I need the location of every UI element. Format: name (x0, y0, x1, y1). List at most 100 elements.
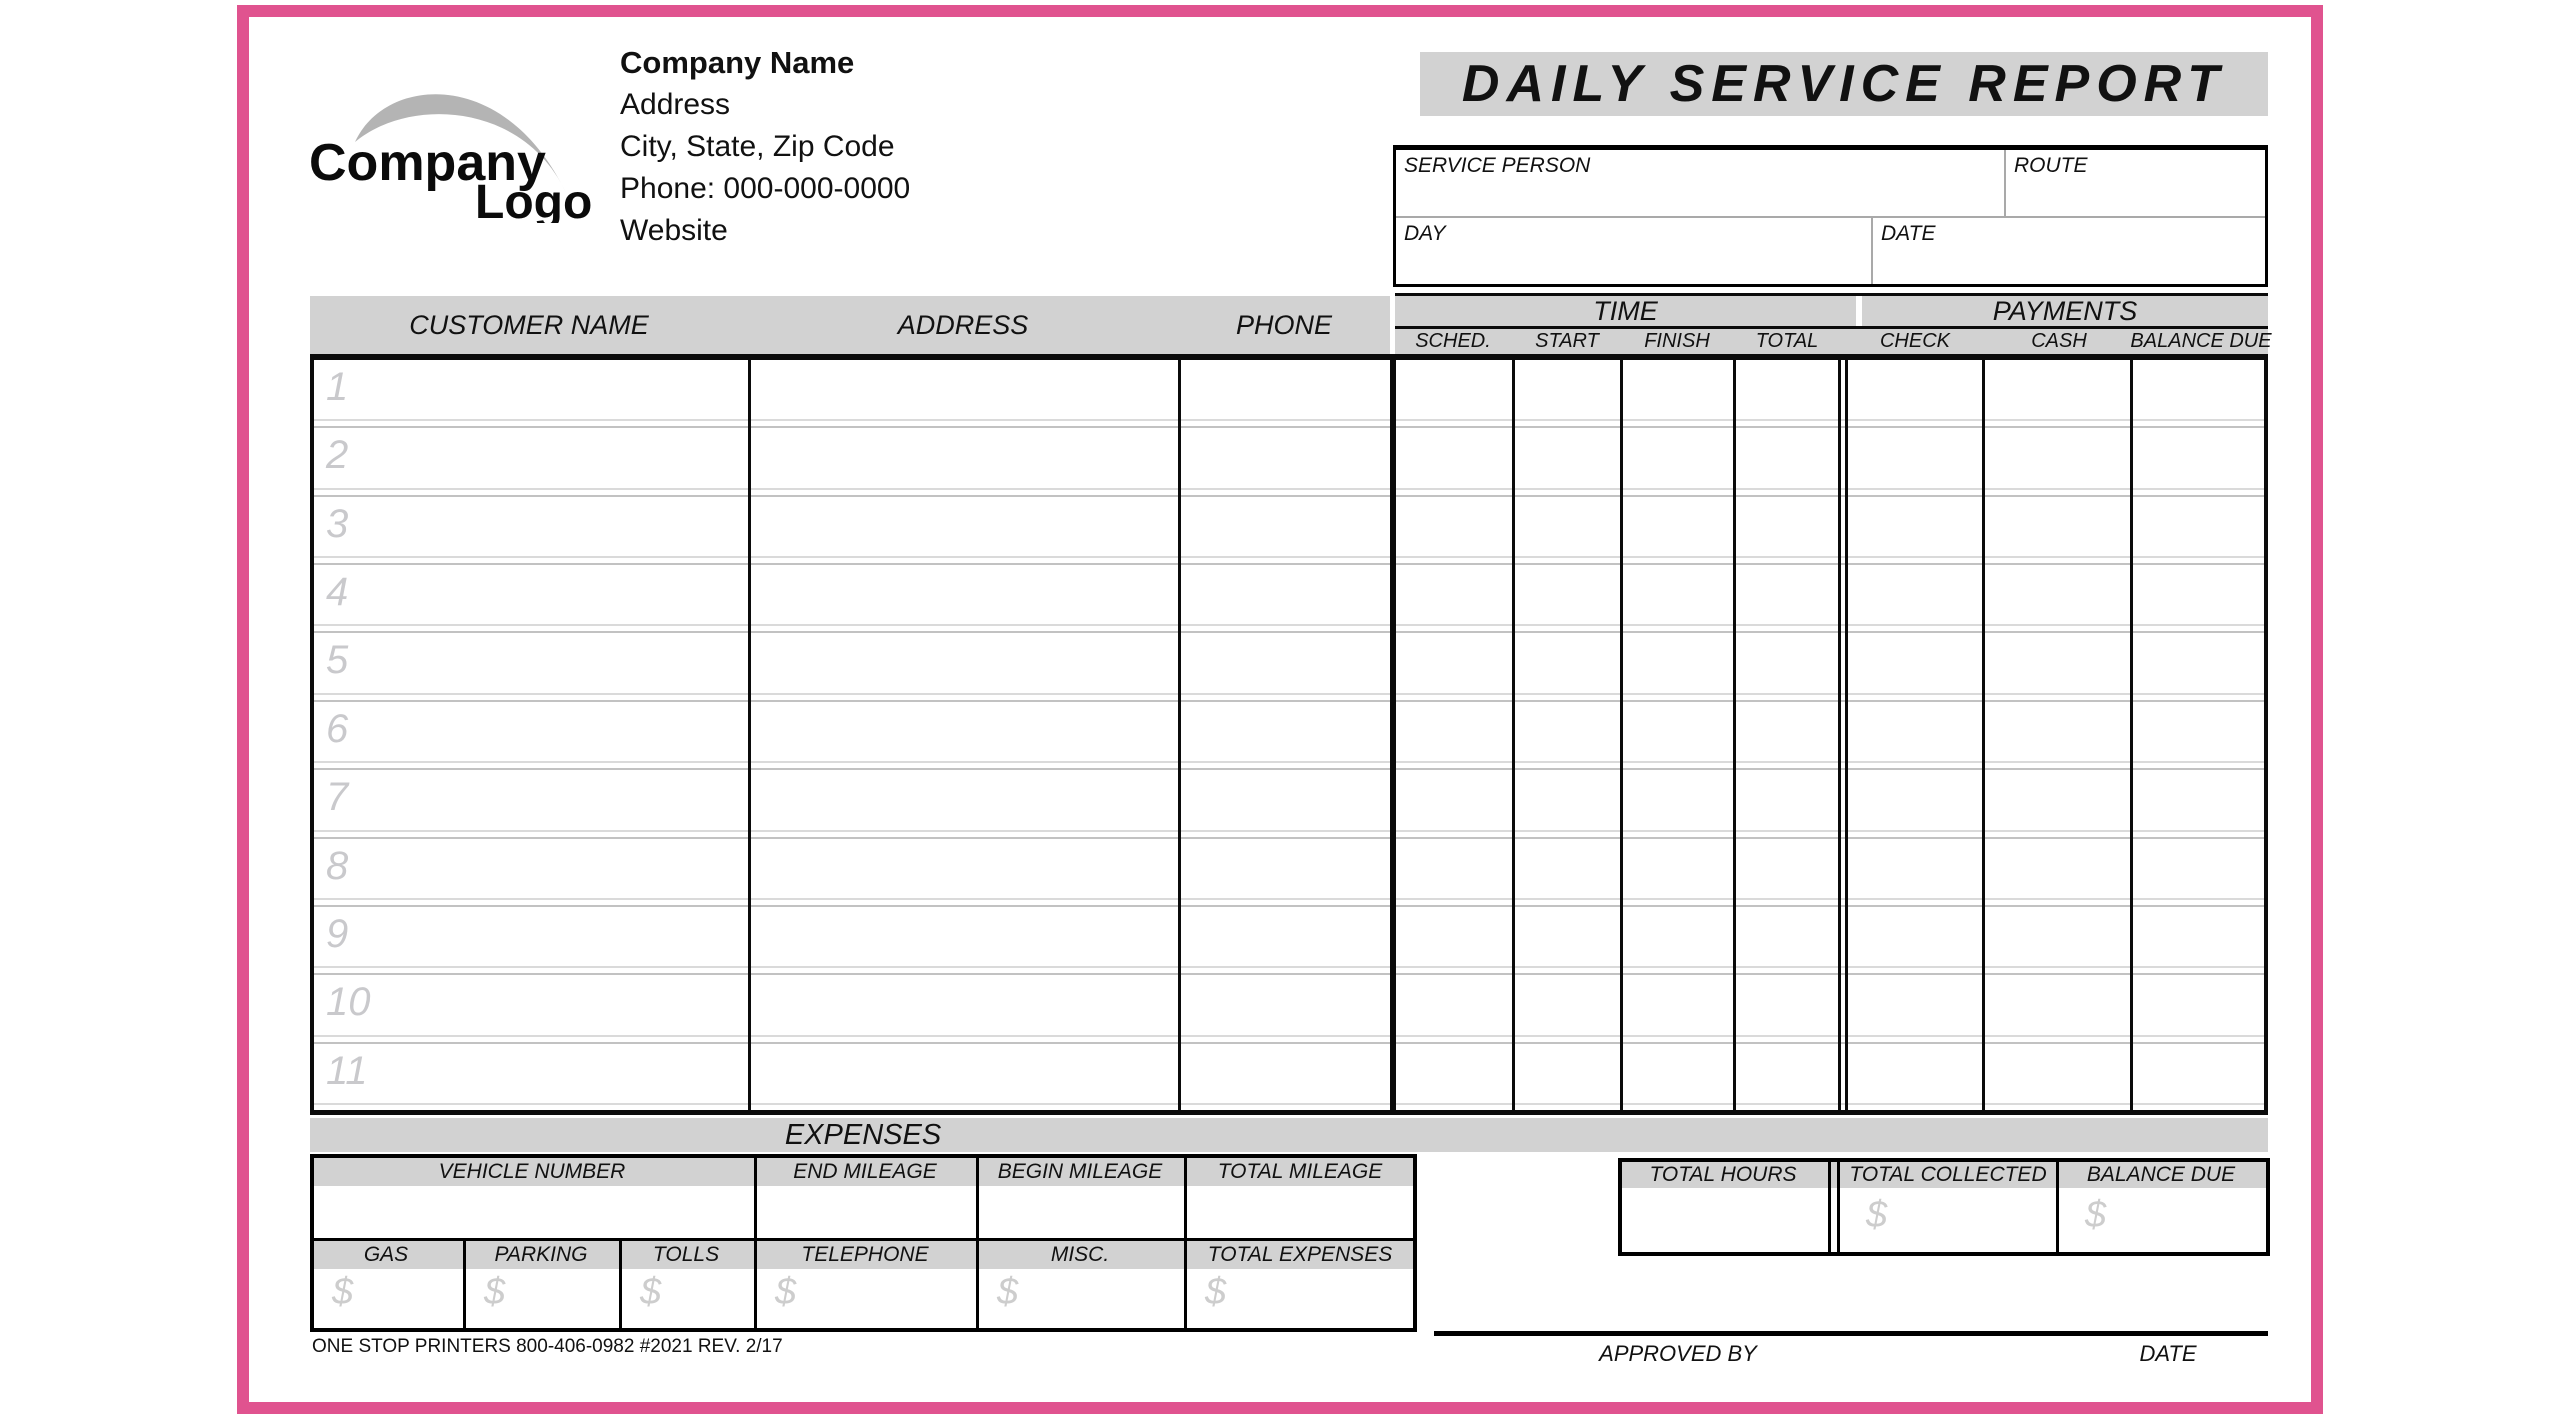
table-row[interactable]: 10 (310, 975, 2268, 1044)
total-header: TOTAL (1755, 330, 1819, 352)
totals-header-band (1622, 1162, 2266, 1188)
column-divider (1982, 360, 1985, 1110)
gas-header: GAS (363, 1243, 409, 1266)
printer-info: ONE STOP PRINTERS 800-406-0982 #2021 REV… (312, 1336, 783, 1357)
table-row[interactable]: 5 (310, 633, 2268, 702)
dollar-sign: $ (640, 1271, 662, 1313)
total-collected-field[interactable]: $ (1840, 1188, 2056, 1252)
row-number: 6 (326, 706, 349, 751)
misc-field[interactable]: $ (979, 1269, 1184, 1328)
table-row[interactable]: 4 (310, 565, 2268, 634)
vehicle-number-header: VEHICLE NUMBER (438, 1160, 626, 1183)
dollar-sign: $ (1866, 1194, 1888, 1236)
approved-by-label: APPROVED BY (1599, 1341, 1757, 1366)
column-divider (1620, 360, 1623, 1110)
date-field[interactable]: DATE (1873, 218, 2265, 284)
balance-due-field[interactable]: $ (2059, 1188, 2266, 1252)
service-person-field[interactable]: SERVICE PERSON (1396, 150, 2006, 216)
phone-header: PHONE (1235, 310, 1333, 340)
sched-header: SCHED. (1415, 330, 1491, 352)
row-number: 2 (326, 433, 349, 478)
start-header: START (1535, 330, 1599, 352)
column-divider-double (1837, 1162, 1840, 1252)
total-expenses-header: TOTAL EXPENSES (1207, 1243, 1393, 1266)
misc-header: MISC. (1050, 1243, 1110, 1266)
row-number: 3 (326, 501, 349, 546)
table-row[interactable]: 7 (310, 770, 2268, 839)
table-bottom-border (310, 1110, 2268, 1115)
logo-text-line2: Logo (475, 176, 592, 223)
total-mileage-field[interactable] (1187, 1186, 1413, 1238)
service-person-label: SERVICE PERSON (1404, 154, 1591, 177)
day-field[interactable]: DAY (1396, 218, 1873, 284)
column-divider (619, 1238, 622, 1328)
check-header: CHECK (1879, 330, 1951, 352)
vehicle-number-field[interactable] (314, 1186, 754, 1238)
route-field[interactable]: ROUTE (2006, 150, 2265, 216)
total-expenses-field[interactable]: $ (1187, 1269, 1413, 1328)
end-mileage-field[interactable] (757, 1186, 976, 1238)
dollar-sign: $ (775, 1271, 797, 1313)
total-hours-header: TOTAL HOURS (1649, 1163, 1797, 1186)
dollar-sign: $ (332, 1271, 354, 1313)
column-divider (2056, 1162, 2059, 1252)
expenses-table: VEHICLE NUMBER END MILEAGE BEGIN MILEAGE… (310, 1154, 1417, 1332)
begin-mileage-header: BEGIN MILEAGE (997, 1160, 1163, 1183)
parking-header: PARKING (494, 1243, 588, 1266)
column-divider (748, 360, 751, 1110)
gas-field[interactable]: $ (314, 1269, 463, 1328)
telephone-field[interactable]: $ (757, 1269, 976, 1328)
payments-group-header: PAYMENTS (1862, 296, 2268, 326)
mileage-header-band (314, 1158, 1413, 1186)
begin-mileage-field[interactable] (979, 1186, 1184, 1238)
expenses-section-band: EXPENSES (310, 1118, 2268, 1152)
approval-signature-line[interactable] (1434, 1331, 2268, 1336)
row-number: 11 (326, 1048, 368, 1093)
company-phone: Phone: 000-000-0000 (620, 172, 911, 205)
row-number: 5 (326, 638, 349, 683)
main-table-body: 1 2 3 4 5 6 7 8 9 10 11 (310, 360, 2268, 1110)
approval-date-label: DATE (2139, 1341, 2197, 1366)
row-number: 8 (326, 843, 349, 888)
row-number: 7 (326, 775, 349, 820)
main-table-header-left: CUSTOMER NAME ADDRESS PHONE (310, 296, 1390, 354)
tolls-header: TOLLS (652, 1243, 720, 1266)
expenses-title: EXPENSES (784, 1119, 942, 1151)
column-divider-double (1828, 1162, 1831, 1252)
balance-due-header: BALANCE DUE (2130, 330, 2272, 352)
table-row[interactable]: 3 (310, 497, 2268, 566)
logo-text-line1: Company (309, 134, 546, 192)
column-divider (1733, 360, 1736, 1110)
total-hours-field[interactable] (1622, 1188, 1828, 1252)
table-row[interactable]: 11 (310, 1044, 2268, 1110)
tolls-field[interactable]: $ (622, 1269, 754, 1328)
dollar-sign: $ (2085, 1194, 2107, 1236)
table-row[interactable]: 9 (310, 907, 2268, 976)
column-divider (976, 1158, 979, 1328)
table-row[interactable]: 8 (310, 839, 2268, 907)
column-divider (1512, 360, 1515, 1110)
column-divider-double (1845, 360, 1848, 1110)
company-city-line: City, State, Zip Code (620, 130, 895, 163)
group-header-top-border (1395, 293, 2268, 296)
table-row[interactable]: 2 (310, 428, 2268, 497)
row-number: 4 (326, 570, 349, 615)
table-left-border (310, 360, 314, 1110)
report-title: DAILY SERVICE REPORT (1420, 52, 2268, 116)
balance-due-total-header: BALANCE DUE (2086, 1163, 2236, 1186)
total-collected-header: TOTAL COLLECTED (1849, 1163, 2047, 1186)
cash-header: CASH (2031, 330, 2087, 352)
pink-border-frame (237, 5, 2323, 1414)
parking-field[interactable]: $ (466, 1269, 619, 1328)
dollar-sign: $ (997, 1271, 1019, 1313)
table-row[interactable]: 1 (310, 360, 2268, 429)
table-row[interactable]: 6 (310, 702, 2268, 771)
main-table-subheader: SCHED. START FINISH TOTAL CHECK CASH BAL… (1395, 329, 2272, 354)
company-logo: Company Logo (309, 94, 592, 223)
address-header: ADDRESS (897, 310, 1029, 340)
row-number: 10 (326, 980, 371, 1025)
expenses-mid-border (314, 1238, 1413, 1241)
column-divider (1390, 360, 1396, 1110)
totals-box: TOTAL HOURS TOTAL COLLECTED BALANCE DUE … (1618, 1158, 2270, 1256)
